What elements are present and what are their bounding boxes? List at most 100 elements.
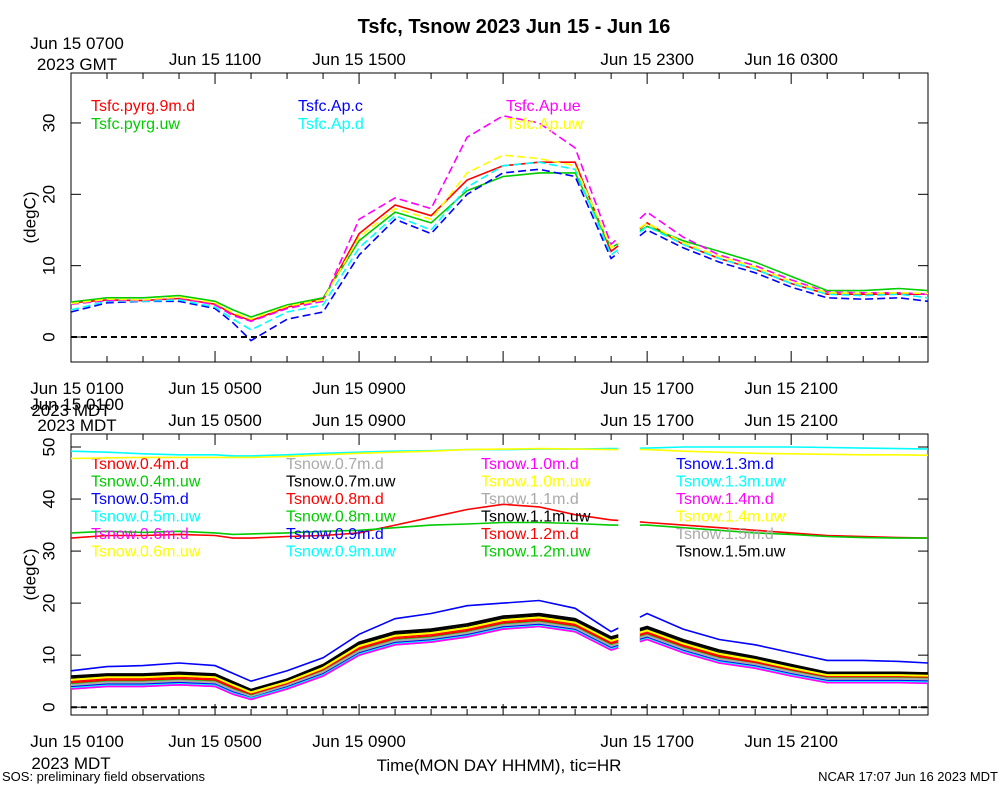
series-line [639,629,929,677]
y-tick-label: 30 [40,113,59,132]
top-axis-label: Jun 15 1100 [169,50,261,69]
y-tick-label: 20 [40,185,59,204]
legend-entry: Tsnow.1.2m.uw [481,544,591,561]
bottom-axis-label-line2: 2023 MDT [31,401,110,420]
series-line [639,221,929,295]
footer-right: NCAR 17:07 Jun 16 2023 MDT [818,769,998,784]
series-line [70,625,619,701]
top-axis-label: Jun 15 0500 [168,411,262,430]
tsfc-panel: 0 10 20 30 (degC) Jun 15 0700 2023 GMT Jun 15 1… [21,34,929,420]
series-line [70,612,619,691]
bottom-axis-label: Jun 15 0100 [30,379,124,398]
legend-entry: Tsnow.1.4m.d [676,491,774,508]
series-line [639,225,929,299]
series-line [70,172,619,318]
bottom-axis-label-line2: 2023 MDT [31,754,110,773]
legend-entry: Tsfc.Ap.c [298,98,363,115]
legend-entry: Tsnow.1.3m.uw [676,474,786,491]
bottom-axis-label: Jun 15 0900 [312,379,406,398]
series-line [70,503,619,539]
top-axis-label: Jun 15 1700 [600,411,694,430]
series-line [639,635,929,681]
series-line [639,229,929,303]
legend-entry: Tsnow.0.7m.uw [286,474,396,491]
chart-title: Tsfc, Tsnow 2023 Jun 15 - Jun 16 [358,16,671,38]
series-line [70,624,619,700]
series-line [639,625,929,674]
series-line [639,632,929,679]
y-tick-label: 0 [40,332,59,341]
legend-entry: Tsnow.0.8m.uw [286,509,396,526]
series-line [70,623,619,699]
legend-entry: Tsnow.0.7m.d [286,456,384,473]
legend-entry: Tsnow.0.9m.uw [286,544,396,561]
y-tick-label: 40 [40,490,59,509]
legend-entry: Tsnow.0.4m.d [91,456,189,473]
series-line [70,154,619,321]
legend-entry: Tsfc.Ap.uw [506,116,584,133]
legend-entry: Tsfc.Ap.d [298,116,364,133]
bottom-axis-label: Jun 15 1700 [600,732,694,751]
bottom-axis-label: Jun 15 0100 [30,732,124,751]
legend-entry: Tsnow.0.5m.d [91,491,189,508]
series-line [70,617,619,696]
y-axis-label: (degC) [21,549,40,601]
series-line [70,615,619,693]
series-line [70,622,619,698]
bottom-axis-label: Jun 15 0900 [312,732,406,751]
bottom-axis-label: Jun 15 2100 [744,732,838,751]
legend-entry: Tsnow.1.1m.d [481,491,579,508]
series-line [639,638,929,685]
series-line [639,612,929,664]
legend-entry: Tsfc.pyrg.uw [91,116,180,133]
series-line [70,447,619,460]
series-line [639,448,929,457]
legend-entry: Tsfc.Ap.ue [506,98,581,115]
footer-left: SOS: preliminary field observations [2,769,206,784]
top-axis-label: Jun 16 0300 [744,50,838,69]
y-axis-label: (degC) [21,192,40,244]
series-line [70,616,619,693]
top-axis-label-line2: 2023 GMT [37,55,117,74]
top-axis-label: Jun 15 2300 [600,50,694,69]
series-line [70,447,619,457]
y-tick-label: 10 [40,256,59,275]
top-axis-label: Jun 15 0900 [312,411,406,430]
series-line [70,599,619,683]
series-line [70,161,619,331]
legend-entry: Tsnow.1.3m.d [676,456,774,473]
x-axis-label: Time(MON DAY HHMM), tic=HR [377,756,622,775]
legend-entry: Tsnow.1.0m.d [481,456,579,473]
bottom-axis-label: Jun 15 1700 [600,379,694,398]
legend-entry: Tsnow.0.6m.uw [91,544,201,561]
legend-entry: Tsnow.0.5m.uw [91,509,201,526]
series-line [70,114,619,323]
legend-entry: Tsnow.1.1m.uw [481,509,591,526]
y-tick-label: 0 [40,702,59,711]
bottom-axis-label: Jun 15 0500 [168,379,262,398]
plot-frame [70,72,929,363]
y-tick-label: 30 [40,542,59,561]
y-tick-label: 20 [40,594,59,613]
legend-entry: Tsnow.1.5m.d [676,526,774,543]
legend-entry: Tsfc.pyrg.9m.d [91,98,195,115]
series-line [639,524,928,539]
legend-entry: Tsnow.1.2m.d [481,526,579,543]
plot-frame [70,433,929,716]
y-tick-label: 10 [40,646,59,665]
bottom-axis-label: Jun 15 2100 [744,379,838,398]
legend-entry: Tsnow.0.8m.d [286,491,384,508]
series-line [70,168,619,342]
series-line [639,634,929,680]
series-line [639,211,929,295]
series-line [639,626,929,675]
series-line [70,621,619,698]
bottom-axis-label: Jun 15 0500 [168,732,262,751]
legend-entry: Tsnow.0.9m.d [286,526,384,543]
legend-entry: Tsnow.0.6m.d [91,526,189,543]
legend-entry: Tsnow.1.4m.uw [676,509,786,526]
top-axis-label: Jun 15 0100 [30,395,124,414]
series-line [70,521,619,536]
